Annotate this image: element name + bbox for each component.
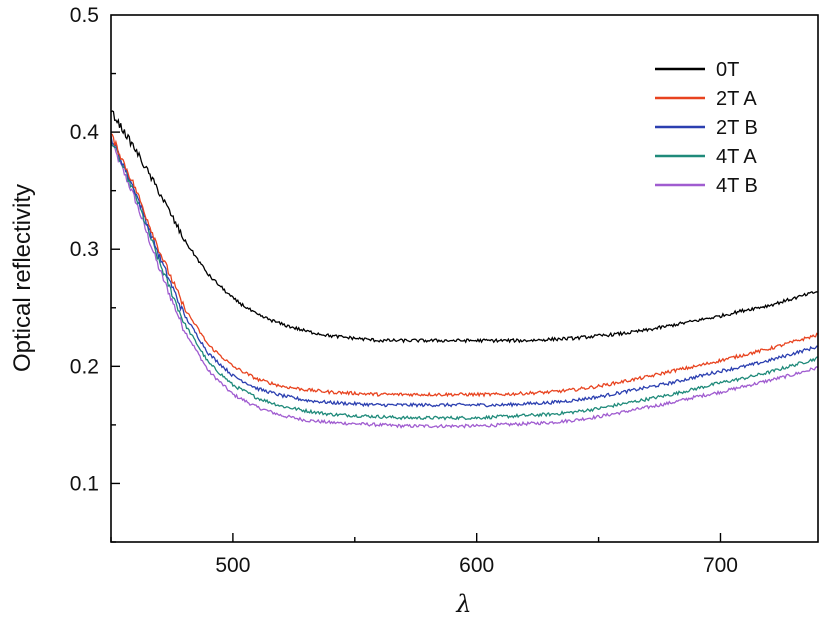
- x-tick-label: 700: [703, 554, 738, 577]
- y-axis-label: Optical reflectivity: [9, 184, 36, 372]
- y-tick-label: 0.1: [70, 472, 99, 495]
- x-axis: 500 600 700: [110, 533, 738, 577]
- series-line-2t-a: [110, 133, 819, 398]
- series-line-4t-a: [110, 137, 819, 421]
- y-tick-label: 0.5: [70, 4, 99, 27]
- legend-label: 2T A: [716, 88, 757, 110]
- y-tick-label: 0.3: [70, 238, 99, 261]
- y-tick-label: 0.2: [70, 355, 99, 378]
- legend: 0T 2T A 2T B 4T A 4T B: [655, 59, 758, 197]
- plot-frame: [110, 14, 819, 543]
- x-tick-label: 500: [215, 554, 250, 577]
- legend-label: 4T B: [716, 175, 758, 197]
- legend-label: 2T B: [716, 117, 758, 139]
- x-axis-label: λ: [455, 590, 471, 618]
- series-line-2t-b: [110, 135, 819, 408]
- x-tick-label: 600: [459, 554, 494, 577]
- y-tick-label: 0.4: [70, 121, 100, 144]
- series-layer: [110, 110, 819, 429]
- y-axis: 0.1 0.2 0.3 0.4 0.5: [70, 4, 120, 543]
- series-line-4t-b: [110, 140, 819, 429]
- legend-label: 0T: [716, 59, 739, 81]
- legend-label: 4T A: [716, 146, 757, 168]
- series-line-0t: [110, 110, 819, 344]
